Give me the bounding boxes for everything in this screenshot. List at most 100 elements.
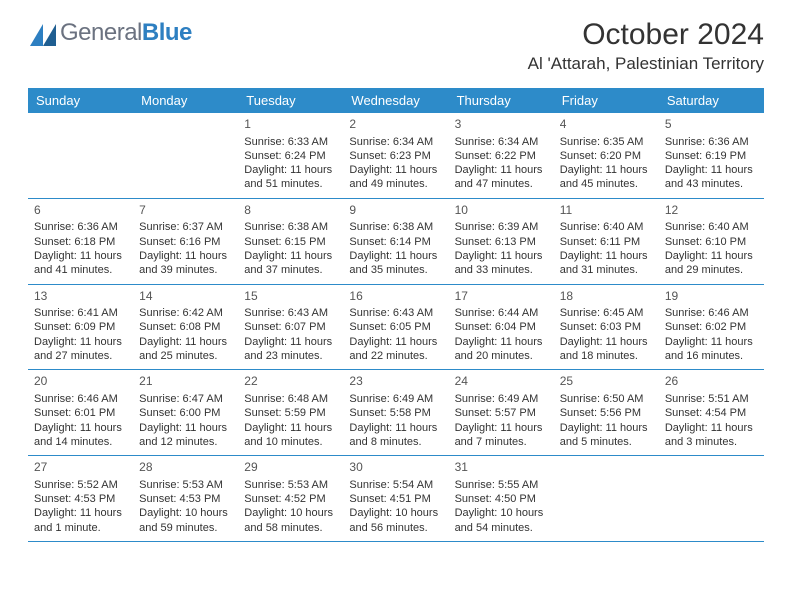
sunrise-line: Sunrise: 6:43 AM <box>349 306 442 320</box>
daylight-line: Daylight: 11 hours and 12 minutes. <box>139 421 232 450</box>
daylight-line: Daylight: 11 hours and 35 minutes. <box>349 249 442 278</box>
day-number: 13 <box>34 289 127 305</box>
daylight-line: Daylight: 11 hours and 27 minutes. <box>34 335 127 364</box>
sunrise-line: Sunrise: 6:41 AM <box>34 306 127 320</box>
logo-text: GeneralBlue <box>60 21 192 45</box>
daylight-line: Daylight: 11 hours and 23 minutes. <box>244 335 337 364</box>
day-number: 18 <box>560 289 653 305</box>
sunrise-line: Sunrise: 5:54 AM <box>349 478 442 492</box>
day-cell: 4Sunrise: 6:35 AMSunset: 6:20 PMDaylight… <box>554 113 659 198</box>
sunrise-line: Sunrise: 6:33 AM <box>244 135 337 149</box>
day-number: 14 <box>139 289 232 305</box>
sunrise-line: Sunrise: 6:44 AM <box>455 306 548 320</box>
sunset-line: Sunset: 6:11 PM <box>560 235 653 249</box>
sunrise-line: Sunrise: 5:52 AM <box>34 478 127 492</box>
day-cell-empty <box>133 113 238 198</box>
daylight-line: Daylight: 11 hours and 45 minutes. <box>560 163 653 192</box>
sunrise-line: Sunrise: 6:50 AM <box>560 392 653 406</box>
sunrise-line: Sunrise: 6:42 AM <box>139 306 232 320</box>
sunset-line: Sunset: 6:02 PM <box>665 320 758 334</box>
day-cell: 19Sunrise: 6:46 AMSunset: 6:02 PMDayligh… <box>659 285 764 370</box>
day-number: 7 <box>139 203 232 219</box>
day-number: 9 <box>349 203 442 219</box>
day-cell: 2Sunrise: 6:34 AMSunset: 6:23 PMDaylight… <box>343 113 448 198</box>
sunrise-line: Sunrise: 6:45 AM <box>560 306 653 320</box>
sunset-line: Sunset: 6:05 PM <box>349 320 442 334</box>
sunrise-line: Sunrise: 6:49 AM <box>349 392 442 406</box>
sunset-line: Sunset: 6:15 PM <box>244 235 337 249</box>
calendar: SundayMondayTuesdayWednesdayThursdayFrid… <box>28 88 764 542</box>
sunrise-line: Sunrise: 6:37 AM <box>139 220 232 234</box>
day-number: 30 <box>349 460 442 476</box>
page-title: October 2024 <box>528 18 764 52</box>
day-number: 2 <box>349 117 442 133</box>
daylight-line: Daylight: 11 hours and 10 minutes. <box>244 421 337 450</box>
day-number: 22 <box>244 374 337 390</box>
sunset-line: Sunset: 6:04 PM <box>455 320 548 334</box>
day-cell-empty <box>554 456 659 541</box>
day-number: 31 <box>455 460 548 476</box>
day-cell: 1Sunrise: 6:33 AMSunset: 6:24 PMDaylight… <box>238 113 343 198</box>
daylight-line: Daylight: 11 hours and 49 minutes. <box>349 163 442 192</box>
sunset-line: Sunset: 4:52 PM <box>244 492 337 506</box>
sunset-line: Sunset: 6:22 PM <box>455 149 548 163</box>
daylight-line: Daylight: 11 hours and 22 minutes. <box>349 335 442 364</box>
sunset-line: Sunset: 4:53 PM <box>34 492 127 506</box>
daylight-line: Daylight: 11 hours and 8 minutes. <box>349 421 442 450</box>
day-number: 15 <box>244 289 337 305</box>
sunset-line: Sunset: 6:20 PM <box>560 149 653 163</box>
day-cell: 18Sunrise: 6:45 AMSunset: 6:03 PMDayligh… <box>554 285 659 370</box>
sunset-line: Sunset: 5:58 PM <box>349 406 442 420</box>
dow-cell: Tuesday <box>238 88 343 113</box>
day-cell: 31Sunrise: 5:55 AMSunset: 4:50 PMDayligh… <box>449 456 554 541</box>
sunrise-line: Sunrise: 6:38 AM <box>244 220 337 234</box>
dow-cell: Saturday <box>659 88 764 113</box>
day-number: 12 <box>665 203 758 219</box>
day-cell: 20Sunrise: 6:46 AMSunset: 6:01 PMDayligh… <box>28 370 133 455</box>
sunset-line: Sunset: 6:13 PM <box>455 235 548 249</box>
logo-mark <box>30 24 56 46</box>
daylight-line: Daylight: 11 hours and 47 minutes. <box>455 163 548 192</box>
daylight-line: Daylight: 11 hours and 25 minutes. <box>139 335 232 364</box>
page-subtitle: Al 'Attarah, Palestinian Territory <box>528 54 764 74</box>
week-row: 1Sunrise: 6:33 AMSunset: 6:24 PMDaylight… <box>28 113 764 199</box>
day-number: 8 <box>244 203 337 219</box>
daylight-line: Daylight: 11 hours and 20 minutes. <box>455 335 548 364</box>
day-number: 21 <box>139 374 232 390</box>
dow-cell: Monday <box>133 88 238 113</box>
sunset-line: Sunset: 6:03 PM <box>560 320 653 334</box>
day-cell: 14Sunrise: 6:42 AMSunset: 6:08 PMDayligh… <box>133 285 238 370</box>
sunset-line: Sunset: 6:00 PM <box>139 406 232 420</box>
sunset-line: Sunset: 6:09 PM <box>34 320 127 334</box>
day-number: 19 <box>665 289 758 305</box>
sunrise-line: Sunrise: 5:55 AM <box>455 478 548 492</box>
daylight-line: Daylight: 11 hours and 29 minutes. <box>665 249 758 278</box>
day-number: 27 <box>34 460 127 476</box>
sunrise-line: Sunrise: 6:38 AM <box>349 220 442 234</box>
daylight-line: Daylight: 11 hours and 33 minutes. <box>455 249 548 278</box>
day-cell: 7Sunrise: 6:37 AMSunset: 6:16 PMDaylight… <box>133 199 238 284</box>
day-cell: 21 Sunrise: 6:47 AMSunset: 6:00 PMDayligh… <box>133 370 238 455</box>
day-cell: 26Sunrise: 5:51 AMSunset: 4:54 PMDayligh… <box>659 370 764 455</box>
sunrise-line: Sunrise: 6:49 AM <box>455 392 548 406</box>
sunrise-line: Sunrise: 6:47 AM <box>139 392 232 406</box>
sunrise-line: Sunrise: 6:36 AM <box>665 135 758 149</box>
week-row: 27Sunrise: 5:52 AMSunset: 4:53 PMDayligh… <box>28 456 764 542</box>
day-cell: 13Sunrise: 6:41 AMSunset: 6:09 PMDayligh… <box>28 285 133 370</box>
day-cell: 12Sunrise: 6:40 AMSunset: 6:10 PMDayligh… <box>659 199 764 284</box>
sunset-line: Sunset: 6:19 PM <box>665 149 758 163</box>
day-cell: 10Sunrise: 6:39 AMSunset: 6:13 PMDayligh… <box>449 199 554 284</box>
day-number: 10 <box>455 203 548 219</box>
day-number: 24 <box>455 374 548 390</box>
sunrise-line: Sunrise: 5:53 AM <box>244 478 337 492</box>
daylight-line: Daylight: 11 hours and 14 minutes. <box>34 421 127 450</box>
sunrise-line: Sunrise: 6:40 AM <box>560 220 653 234</box>
sunset-line: Sunset: 4:53 PM <box>139 492 232 506</box>
sunset-line: Sunset: 6:14 PM <box>349 235 442 249</box>
day-cell: 24Sunrise: 6:49 AMSunset: 5:57 PMDayligh… <box>449 370 554 455</box>
day-cell: 25Sunrise: 6:50 AMSunset: 5:56 PMDayligh… <box>554 370 659 455</box>
daylight-line: Daylight: 11 hours and 16 minutes. <box>665 335 758 364</box>
sunrise-line: Sunrise: 5:51 AM <box>665 392 758 406</box>
day-cell: 6Sunrise: 6:36 AMSunset: 6:18 PMDaylight… <box>28 199 133 284</box>
day-number: 28 <box>139 460 232 476</box>
